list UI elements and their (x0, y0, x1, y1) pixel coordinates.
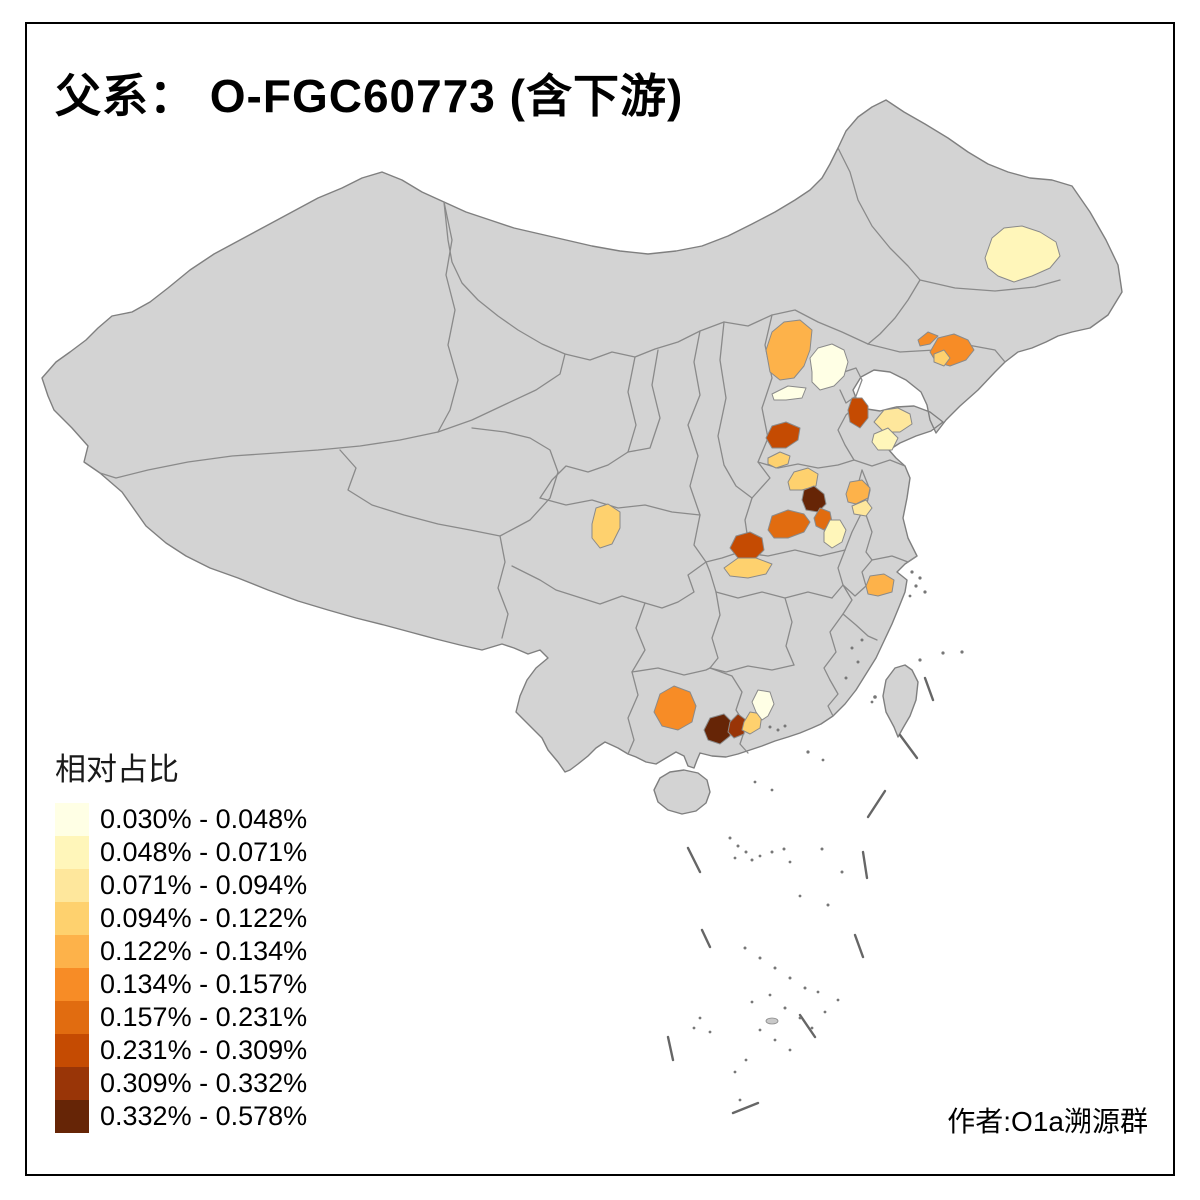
attribution-text: 作者:O1a溯源群 (947, 1106, 1148, 1137)
legend-row: 0.332% - 0.578% (55, 1100, 307, 1133)
legend-swatch (55, 1100, 89, 1133)
island-dots (692, 570, 964, 1102)
legend-swatch (55, 1034, 89, 1067)
legend-label: 0.332% - 0.578% (100, 1101, 308, 1131)
map-region (767, 451, 791, 469)
map-region (917, 331, 939, 347)
map-region (771, 385, 807, 401)
province-borders (99, 147, 1061, 755)
legend-row: 0.094% - 0.122% (55, 902, 307, 935)
map-region (847, 397, 869, 429)
legend-label: 0.094% - 0.122% (100, 903, 308, 933)
legend: 相对占比 0.030% - 0.048% 0.048% - 0.071% 0.071… (55, 744, 307, 1133)
china-mainland (41, 99, 1123, 773)
map-region (787, 467, 819, 491)
taiwan-island (882, 664, 919, 738)
nine-dash-line (666, 676, 935, 1115)
map-region (865, 573, 895, 597)
map-region (723, 557, 773, 579)
legend-label: 0.157% - 0.231% (100, 1002, 308, 1032)
legend-row: 0.071% - 0.094% (55, 869, 307, 902)
legend-label: 0.231% - 0.309% (100, 1035, 308, 1065)
legend-row: 0.030% - 0.048% (55, 803, 307, 836)
map-region (751, 689, 775, 721)
map-region (871, 427, 899, 451)
map-region (851, 499, 873, 517)
map-region (591, 503, 621, 549)
legend-row: 0.157% - 0.231% (55, 1001, 307, 1034)
legend-label: 0.309% - 0.332% (100, 1068, 308, 1098)
map-region (765, 421, 801, 449)
map-region (933, 349, 951, 367)
map-region (765, 319, 813, 381)
hainan-island (653, 769, 711, 815)
legend-items: 0.030% - 0.048% 0.048% - 0.071% 0.071% - 0… (55, 803, 307, 1133)
legend-swatch (55, 902, 89, 935)
legend-label: 0.122% - 0.134% (100, 936, 308, 966)
choropleth-regions (591, 225, 1061, 745)
map-region (767, 509, 811, 539)
map-region (653, 685, 697, 731)
legend-swatch (55, 803, 89, 836)
map-region (727, 713, 747, 739)
map-region (845, 479, 871, 505)
legend-swatch (55, 869, 89, 902)
map-region (823, 519, 847, 549)
legend-label: 0.134% - 0.157% (100, 969, 308, 999)
legend-row: 0.122% - 0.134% (55, 935, 307, 968)
legend-title: 相对占比 (55, 752, 179, 787)
legend-label: 0.071% - 0.094% (100, 870, 308, 900)
legend-swatch (55, 1001, 89, 1034)
map-region (741, 711, 763, 735)
map-region (809, 343, 849, 391)
legend-swatch (55, 935, 89, 968)
legend-swatch (55, 836, 89, 869)
map-region (984, 225, 1061, 283)
legend-row: 0.231% - 0.309% (55, 1034, 307, 1067)
legend-label: 0.030% - 0.048% (100, 804, 308, 834)
legend-row: 0.134% - 0.157% (55, 968, 307, 1001)
map-region (801, 485, 827, 513)
legend-swatch (55, 1067, 89, 1100)
legend-row: 0.309% - 0.332% (55, 1067, 307, 1100)
page-title: 父系： O-FGC60773 (含下游) (55, 70, 684, 122)
legend-row: 0.048% - 0.071% (55, 836, 307, 869)
legend-swatch (55, 968, 89, 1001)
legend-label: 0.048% - 0.071% (100, 837, 308, 867)
